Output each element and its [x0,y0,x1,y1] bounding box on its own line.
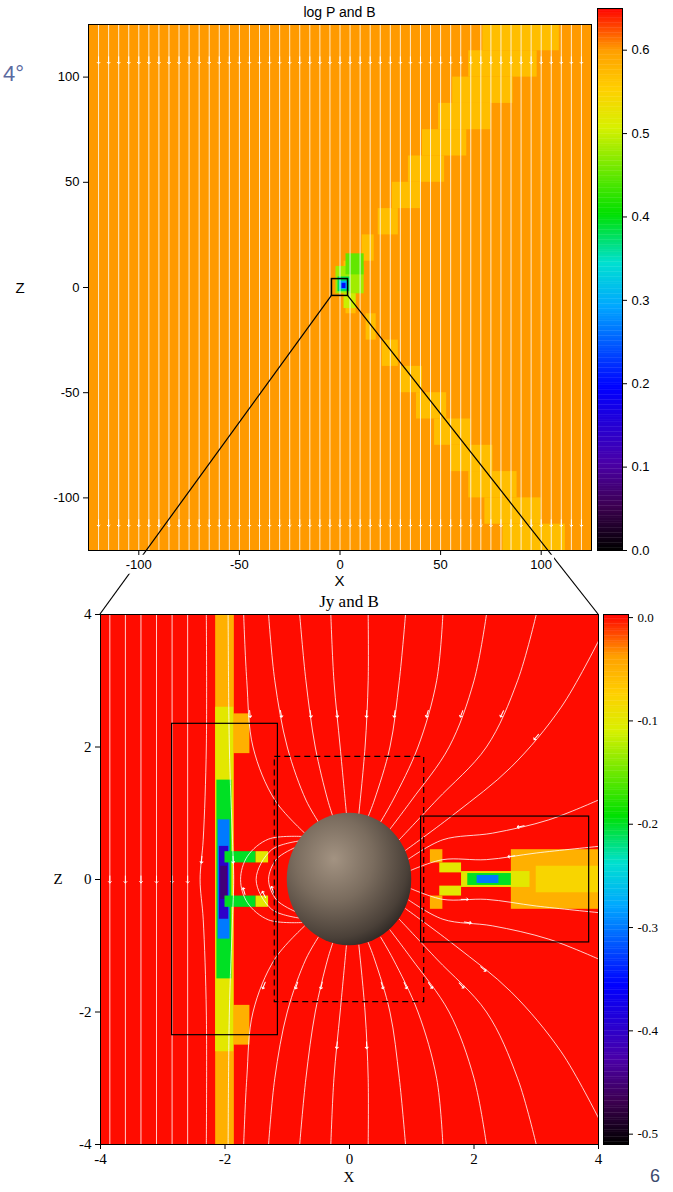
svg-text:-0.5: -0.5 [638,1126,659,1141]
html-text:X: X [334,571,345,589]
svg-text:-0.4: -0.4 [638,1023,659,1038]
svg-text:50: 50 [433,557,447,572]
svg-text:100: 100 [530,557,552,572]
html-text:Z: Z [53,870,63,887]
html-text:4°: 4° [3,61,24,86]
svg-text:4: 4 [595,1151,603,1167]
svg-text:-4: -4 [94,1151,107,1167]
svg-text:2: 2 [84,739,92,755]
svg-text:0.4: 0.4 [632,209,650,224]
svg-text:0: 0 [72,280,79,295]
html-text:X: X [343,1168,355,1185]
svg-text:0.5: 0.5 [632,126,650,141]
svg-text:-0.3: -0.3 [638,920,659,935]
svg-text:0.1: 0.1 [632,459,650,474]
svg-text:-100: -100 [126,557,152,572]
svg-text:100: 100 [58,69,80,84]
svg-text:-50: -50 [230,557,249,572]
svg-text:-100: -100 [53,490,79,505]
svg-text:0: 0 [346,1151,354,1167]
svg-text:0: 0 [336,557,343,572]
svg-text:-0.1: -0.1 [638,713,659,728]
svg-text:-0.2: -0.2 [638,816,659,831]
html-text:Z: Z [15,278,25,296]
svg-text:0.3: 0.3 [632,293,650,308]
svg-text:0.0: 0.0 [632,543,650,558]
svg-text:-50: -50 [61,385,80,400]
html-text:log P and B: log P and B [303,4,376,20]
svg-text:0.2: 0.2 [632,376,650,391]
svg-text:-4: -4 [79,1136,92,1152]
svg-text:0.0: 0.0 [638,610,654,625]
html-text:Jy and B: Jy and B [319,591,379,611]
svg-text:0: 0 [84,871,92,887]
svg-text:0.6: 0.6 [632,42,650,57]
svg-text:4: 4 [84,606,92,622]
html-text:6: 6 [650,1166,660,1186]
svg-text:-2: -2 [219,1151,232,1167]
svg-text:2: 2 [470,1151,478,1167]
svg-text:50: 50 [65,174,79,189]
svg-text:-2: -2 [79,1004,92,1020]
